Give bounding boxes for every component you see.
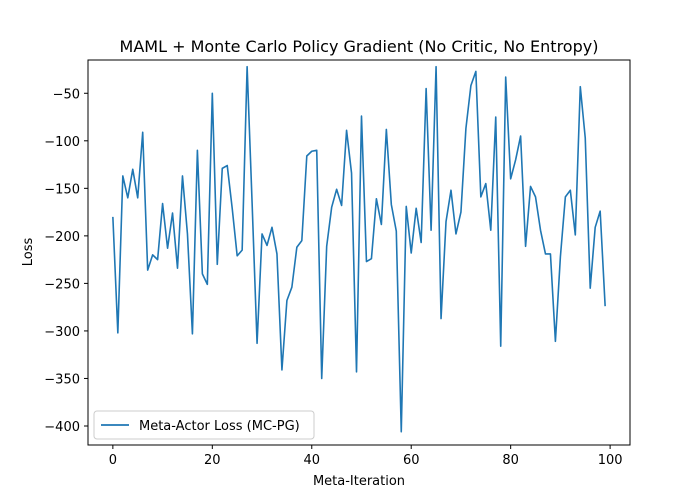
x-axis-label: Meta-Iteration [313, 474, 405, 489]
y-tick-label: −400 [44, 420, 80, 435]
y-tick-label: −150 [44, 182, 80, 197]
series-line-meta-actor-loss [112, 65, 606, 433]
y-tick-label: −50 [53, 87, 80, 102]
legend-box [93, 410, 315, 440]
y-tick-label: −100 [44, 135, 80, 150]
y-axis-label: Loss [21, 238, 36, 267]
y-tick-label: −200 [44, 230, 80, 245]
y-tick-label: −300 [44, 325, 80, 340]
y-tick-label: −250 [44, 277, 80, 292]
plot-frame [87, 59, 631, 446]
x-tick-label: 20 [204, 453, 221, 468]
legend: Meta-Actor Loss (MC-PG) [93, 410, 315, 440]
y-axis-ticks: −400 −350 −300 −250 −200 −150 −100 −50 [44, 87, 88, 435]
x-tick-label: 100 [598, 453, 623, 468]
x-axis-ticks: 0 20 40 60 80 100 [109, 445, 623, 468]
chart-title: MAML + Monte Carlo Policy Gradient (No C… [120, 37, 599, 56]
x-tick-label: 0 [109, 453, 117, 468]
legend-label: Meta-Actor Loss (MC-PG) [139, 419, 300, 434]
x-tick-label: 80 [502, 453, 519, 468]
y-tick-label: −350 [44, 372, 80, 387]
x-tick-label: 60 [403, 453, 420, 468]
x-tick-label: 40 [303, 453, 320, 468]
